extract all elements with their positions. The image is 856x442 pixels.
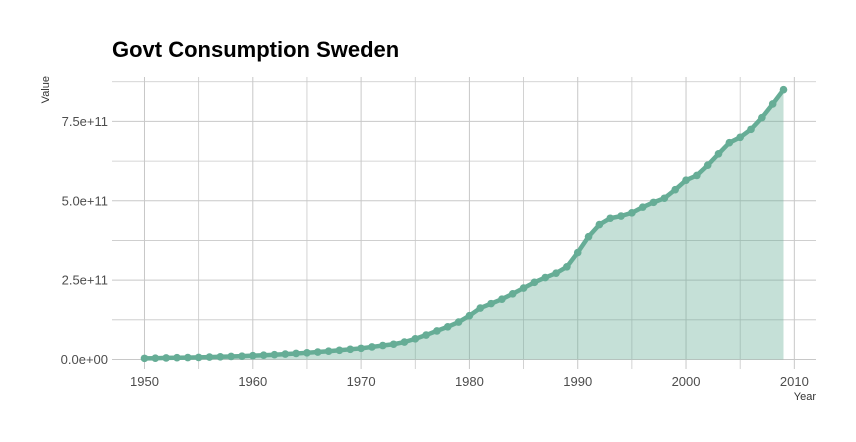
x-tick-label: 1950 xyxy=(130,374,159,389)
data-point xyxy=(487,299,495,308)
x-tick-label: 2000 xyxy=(672,374,701,389)
data-point xyxy=(476,304,485,312)
data-point xyxy=(714,150,723,158)
data-point xyxy=(162,354,170,362)
x-tick-label: 1980 xyxy=(455,374,484,389)
data-point xyxy=(270,350,279,359)
x-axis-title: Year xyxy=(794,391,817,403)
data-point xyxy=(173,353,181,362)
data-point xyxy=(454,318,463,326)
x-tick-label: 1990 xyxy=(563,374,592,389)
data-point xyxy=(606,214,615,223)
data-point xyxy=(584,232,593,241)
data-point xyxy=(519,284,528,292)
data-point xyxy=(693,171,701,180)
data-point xyxy=(541,273,550,282)
data-point xyxy=(389,340,398,349)
data-point xyxy=(303,349,311,357)
grid xyxy=(112,77,816,369)
data-point xyxy=(292,349,300,358)
data-point xyxy=(238,352,246,360)
data-point xyxy=(400,338,409,346)
data-point xyxy=(259,351,268,359)
data-point xyxy=(368,343,376,351)
x-tick-label: 1970 xyxy=(347,374,376,389)
data-point xyxy=(433,327,441,335)
points-layer xyxy=(140,85,788,363)
data-point xyxy=(422,331,430,339)
data-point xyxy=(638,203,647,211)
data-point xyxy=(563,263,571,271)
data-point xyxy=(443,322,452,331)
x-axis-ticks: 1950 1960 1970 1980 1990 2000 2010 xyxy=(130,374,809,389)
data-point xyxy=(498,295,506,303)
data-point xyxy=(227,352,235,361)
data-point xyxy=(671,185,679,194)
data-point xyxy=(736,133,744,142)
data-point xyxy=(725,138,734,147)
data-point xyxy=(595,220,604,229)
y-tick-label: 7.5e+11 xyxy=(62,114,108,129)
data-point xyxy=(411,335,420,343)
data-point xyxy=(357,344,365,353)
data-point xyxy=(465,311,474,320)
data-point xyxy=(628,209,636,217)
data-point xyxy=(281,350,290,358)
data-point xyxy=(346,345,355,354)
data-point xyxy=(552,269,560,277)
data-point xyxy=(573,248,582,257)
x-tick-label: 2010 xyxy=(780,374,809,389)
data-point xyxy=(779,85,788,94)
data-point xyxy=(249,351,257,360)
data-point xyxy=(530,278,539,287)
y-axis-title: Value xyxy=(40,76,52,103)
data-point xyxy=(649,198,658,207)
data-point xyxy=(768,100,777,108)
data-point xyxy=(194,353,203,362)
series-area xyxy=(144,89,784,360)
data-point xyxy=(617,212,625,220)
data-point xyxy=(205,353,214,361)
data-point xyxy=(682,176,690,184)
data-point xyxy=(378,341,387,350)
data-point xyxy=(703,161,712,170)
data-point xyxy=(216,352,225,361)
y-tick-label: 2.5e+11 xyxy=(62,273,108,288)
y-axis-ticks: 0.0e+00 2.5e+11 5.0e+11 7.5e+11 xyxy=(61,114,108,367)
data-point xyxy=(747,125,755,134)
data-point xyxy=(758,113,766,122)
data-point xyxy=(140,354,149,363)
data-point xyxy=(151,354,160,363)
y-tick-label: 0.0e+00 xyxy=(61,352,108,367)
data-point xyxy=(324,347,333,356)
data-point xyxy=(184,353,192,362)
data-point xyxy=(660,194,669,203)
data-point xyxy=(508,289,517,298)
area-layer xyxy=(144,89,784,360)
data-point xyxy=(313,348,322,356)
data-point xyxy=(335,346,344,355)
x-tick-label: 1960 xyxy=(238,374,267,389)
chart-title: Govt Consumption Sweden xyxy=(112,37,399,62)
y-tick-label: 5.0e+11 xyxy=(62,193,108,208)
